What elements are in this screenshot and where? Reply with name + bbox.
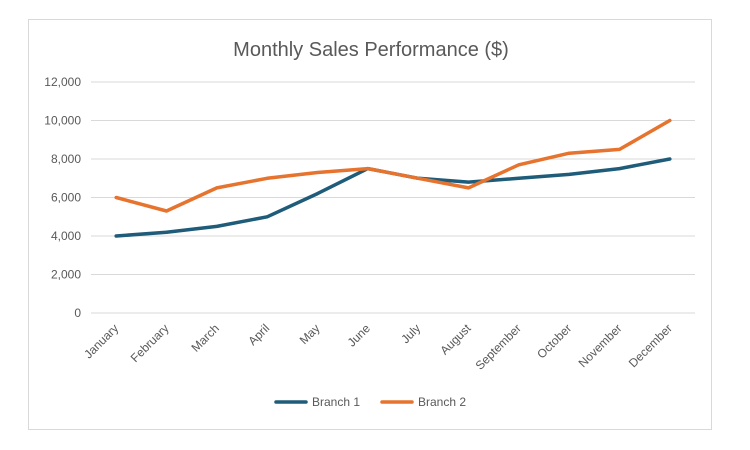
data-point — [114, 234, 118, 238]
y-tick-label: 0 — [74, 306, 81, 320]
data-point — [517, 163, 521, 167]
chart-title: Monthly Sales Performance ($) — [233, 39, 509, 61]
legend-item-branch-2[interactable]: Branch 2 — [380, 395, 466, 409]
data-point — [467, 180, 470, 184]
x-tick-label: March — [188, 321, 221, 354]
data-point — [416, 176, 420, 180]
x-tick-label: December — [626, 321, 675, 370]
data-point — [215, 224, 219, 228]
x-tick-label: January — [81, 321, 121, 361]
data-point — [215, 186, 219, 190]
legend[interactable]: Branch 1 Branch 2 — [274, 395, 466, 409]
data-point — [316, 170, 319, 174]
data-point — [517, 176, 521, 180]
x-tick-label: October — [534, 321, 574, 361]
y-tick-label: 2,000 — [51, 268, 81, 282]
legend-label: Branch 2 — [418, 395, 466, 409]
data-point — [618, 147, 621, 151]
series-lines — [114, 118, 672, 238]
data-point — [114, 196, 118, 199]
y-tick-label: 6,000 — [51, 191, 81, 205]
y-tick-label: 10,000 — [44, 114, 81, 128]
data-point — [567, 172, 571, 176]
y-tick-label: 4,000 — [51, 229, 81, 243]
x-tick-label: November — [576, 321, 625, 370]
line-chart: Monthly Sales Performance ($) 0 2,000 4,00… — [44, 39, 695, 409]
data-point — [165, 230, 168, 234]
x-tick-label: July — [398, 321, 423, 346]
x-tick-label: June — [345, 321, 374, 350]
x-tick-label: May — [297, 321, 323, 347]
y-tick-label: 12,000 — [44, 75, 81, 89]
data-point — [265, 176, 269, 180]
data-point — [165, 209, 168, 213]
x-axis-ticks: January February March April May June July Augu… — [81, 321, 675, 373]
gridlines — [91, 81, 695, 314]
legend-label: Branch 1 — [312, 395, 360, 409]
series-line-branch-2 — [114, 118, 672, 213]
x-tick-label: August — [437, 321, 474, 358]
y-axis-ticks: 0 2,000 4,000 6,000 8,000 10,000 12,000 — [44, 75, 81, 320]
data-point — [265, 215, 269, 219]
x-tick-label: September — [473, 321, 524, 372]
data-point — [567, 151, 571, 155]
data-point — [366, 167, 370, 171]
x-tick-label: February — [128, 321, 172, 365]
data-point — [467, 186, 470, 190]
data-point — [316, 192, 319, 196]
chart-frame: Monthly Sales Performance ($) 0 2,000 4,00… — [28, 19, 712, 430]
data-point — [668, 119, 672, 122]
legend-item-branch-1[interactable]: Branch 1 — [274, 395, 360, 409]
data-point — [668, 157, 672, 161]
data-point — [618, 167, 621, 171]
x-tick-label: April — [245, 321, 272, 348]
y-tick-label: 8,000 — [51, 152, 81, 166]
